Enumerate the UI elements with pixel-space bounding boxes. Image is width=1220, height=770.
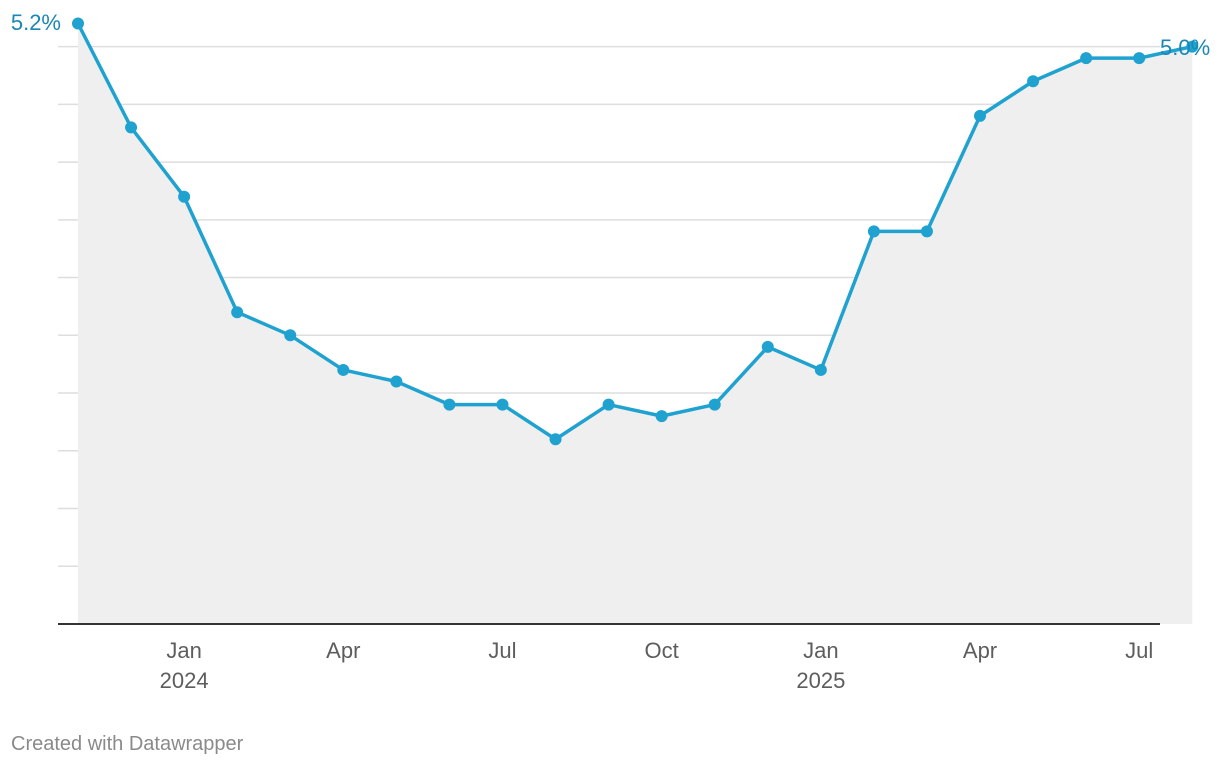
- data-point-2024-09: [602, 398, 615, 411]
- series-line: [76, 21, 1195, 441]
- x-tick-label: Apr: [963, 638, 997, 663]
- data-point-2023-12: [125, 121, 138, 134]
- data-point-2025-07: [1133, 52, 1146, 65]
- x-axis-ticks: Jan 2024 Apr Jul Oct Jan 2025 Apr Jul: [160, 638, 1154, 693]
- data-point-2024-06: [443, 398, 456, 411]
- data-point-2023-11: [72, 17, 84, 30]
- area-fill: [78, 23, 1193, 624]
- credit-text: Created with Datawrapper: [11, 733, 244, 755]
- data-point-2025-04: [974, 109, 987, 122]
- data-point-2025-02: [867, 225, 880, 238]
- data-point-2024-01: [178, 190, 191, 203]
- data-point-2024-08: [549, 433, 562, 446]
- x-tick-label: Jan: [803, 638, 838, 663]
- area-shape: [78, 23, 1193, 624]
- data-point-2025-05: [1027, 75, 1040, 88]
- data-point-2025-08: [1186, 40, 1199, 53]
- data-point-2024-03: [284, 329, 297, 342]
- x-tick-year-label: 2025: [796, 668, 845, 693]
- data-point-2024-04: [337, 363, 350, 376]
- data-points: [72, 17, 1199, 446]
- last-value-label: 5.0%: [1160, 35, 1210, 60]
- data-point-2024-12: [761, 340, 774, 353]
- x-tick-label: Jul: [1125, 638, 1153, 663]
- data-point-2025-03: [920, 225, 933, 238]
- series-path: [76, 21, 1195, 441]
- data-point-2024-05: [390, 375, 403, 388]
- x-tick-label: Jan: [166, 638, 201, 663]
- x-tick-label: Apr: [326, 638, 360, 663]
- x-tick-label: Oct: [645, 638, 679, 663]
- data-point-2025-01: [814, 363, 827, 376]
- data-point-2025-06: [1080, 52, 1093, 65]
- data-point-2024-11: [708, 398, 721, 411]
- x-tick-year-label: 2024: [160, 668, 209, 693]
- first-value-label: 5.2%: [11, 10, 61, 35]
- x-tick-label: Jul: [488, 638, 516, 663]
- data-point-2024-07: [496, 398, 509, 411]
- data-point-2024-10: [655, 410, 668, 423]
- data-point-2024-02: [231, 306, 244, 319]
